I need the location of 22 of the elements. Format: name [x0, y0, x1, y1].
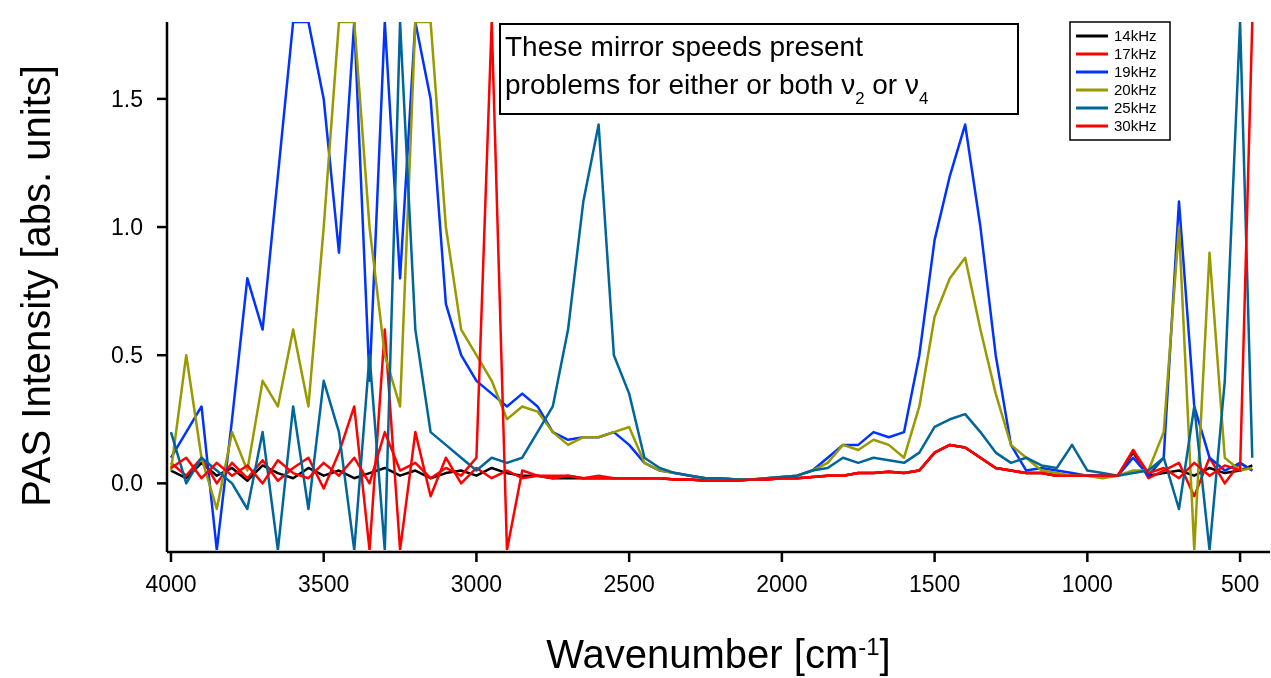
- legend-label: 20kHz: [1114, 81, 1157, 99]
- x-axis-title: Wavenumber [cm$^{-1}$]: [546, 632, 891, 676]
- x-tick-label: 3500: [298, 571, 350, 597]
- x-tick-label: 2500: [603, 571, 655, 597]
- legend-label: 25kHz: [1114, 99, 1157, 117]
- x-tick-label: 500: [1220, 571, 1260, 597]
- y-tick-label: 1.0: [111, 214, 143, 241]
- legend-label: 19kHz: [1114, 63, 1157, 81]
- x-tick-label: 1500: [909, 571, 961, 597]
- annotation-box: These mirror speeds present problems for either or both ν$_{2}$ or ν$_{4}$: [499, 23, 1019, 115]
- legend-label: 17kHz: [1114, 45, 1157, 63]
- x-tick-label: 4000: [145, 571, 197, 597]
- x-tick-label: 2000: [756, 571, 808, 597]
- annotation: These mirror speeds present problems for either or both ν$_{2}$ or ν$_{4}$: [505, 31, 929, 108]
- x-tick-label: 3000: [450, 571, 503, 597]
- y-tick-label: 1.5: [111, 85, 143, 112]
- legend-label: 30kHz: [1114, 117, 1157, 135]
- legend-label: 14kHz: [1114, 27, 1157, 45]
- x-tick-label: 1000: [1061, 571, 1113, 597]
- y-tick-label: 0.5: [111, 342, 143, 369]
- y-tick-label: 0.0: [111, 470, 143, 497]
- y-axis-title: PAS Intensity [abs. units]: [14, 65, 58, 507]
